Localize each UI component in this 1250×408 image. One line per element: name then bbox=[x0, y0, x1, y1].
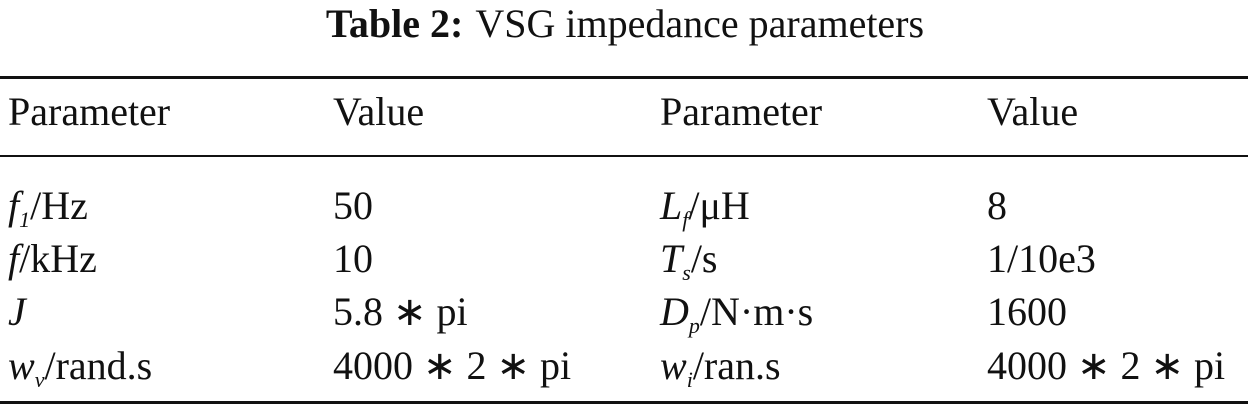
parameter-cell: J bbox=[8, 288, 26, 336]
unit: /s bbox=[690, 236, 718, 281]
parameter-cell: wv/rand.s bbox=[8, 342, 152, 396]
unit: /N·m·s bbox=[699, 289, 814, 334]
value-cell: 50 bbox=[333, 183, 373, 228]
unit: /Hz bbox=[30, 183, 88, 228]
parameter-cell: wi/ran.s bbox=[660, 342, 781, 396]
value-cell: 10 bbox=[333, 236, 373, 281]
header-cell: Value bbox=[987, 89, 1079, 134]
value-cell: 1600 bbox=[987, 289, 1067, 334]
value-cell: 4000 ∗ 2 ∗ pi bbox=[987, 343, 1226, 388]
symbol: L bbox=[660, 183, 683, 228]
symbol: f bbox=[8, 236, 20, 281]
bottom-rule bbox=[0, 401, 1248, 404]
symbol: T bbox=[660, 236, 683, 281]
unit: /ran.s bbox=[692, 343, 781, 388]
table-caption: Table 2: VSG impedance parameters bbox=[0, 0, 1250, 48]
parameter-cell: Dp/N·m·s bbox=[660, 288, 813, 342]
unit: /μH bbox=[688, 183, 750, 228]
caption-label: Table 2: bbox=[325, 1, 464, 46]
value-cell: 8 bbox=[987, 183, 1007, 228]
value-cell: 5.8 ∗ pi bbox=[333, 289, 468, 334]
top-rule bbox=[0, 76, 1248, 79]
subscript: f bbox=[682, 207, 689, 232]
symbol: J bbox=[8, 289, 26, 334]
caption-text: VSG impedance parameters bbox=[475, 1, 925, 46]
header-cell: Parameter bbox=[660, 89, 823, 134]
symbol: w bbox=[8, 343, 35, 388]
subscript: p bbox=[688, 313, 700, 338]
symbol: D bbox=[660, 289, 689, 334]
header-cell: Value bbox=[333, 89, 425, 134]
subscript: s bbox=[682, 260, 691, 285]
symbol: w bbox=[660, 343, 687, 388]
parameter-cell: Ts/s bbox=[660, 235, 718, 289]
value-cell: 1/10e3 bbox=[987, 236, 1096, 281]
subscript: v bbox=[34, 367, 45, 392]
subscript: 1 bbox=[19, 207, 31, 232]
parameter-cell: f1/Hz bbox=[8, 182, 88, 236]
symbol: f bbox=[8, 183, 20, 228]
parameter-cell: Lf/μH bbox=[660, 182, 750, 236]
subscript: i bbox=[686, 367, 693, 392]
value-cell: 4000 ∗ 2 ∗ pi bbox=[333, 343, 572, 388]
unit: /kHz bbox=[19, 236, 97, 281]
parameter-cell: f/kHz bbox=[8, 235, 97, 283]
unit: /rand.s bbox=[44, 343, 153, 388]
header-rule bbox=[0, 155, 1248, 157]
header-cell: Parameter bbox=[8, 89, 171, 134]
